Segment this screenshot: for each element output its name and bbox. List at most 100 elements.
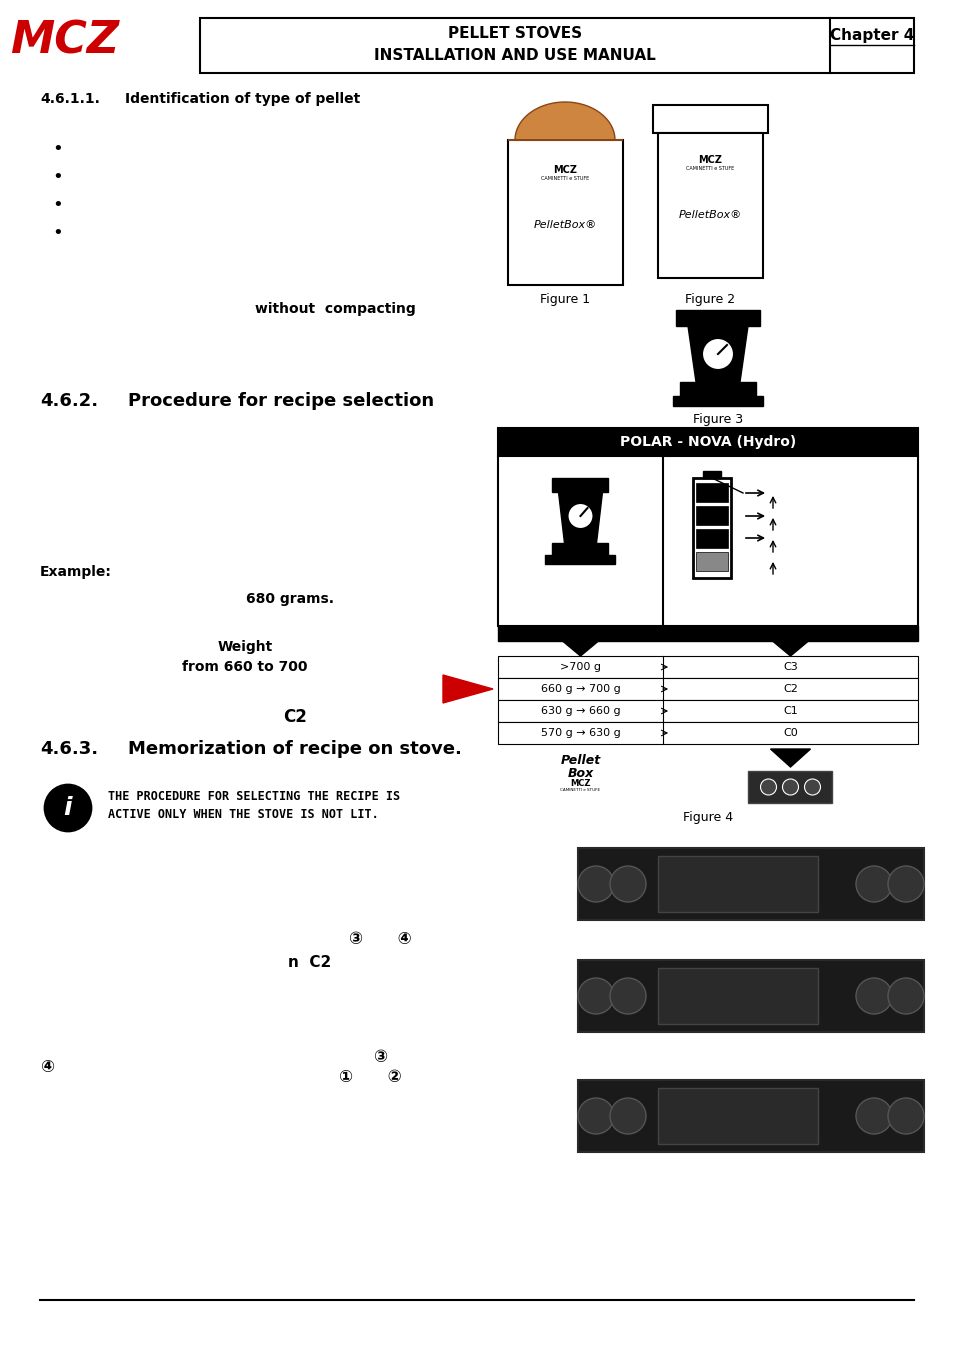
Bar (658, 968, 817, 1025)
Text: ④: ④ (40, 1058, 54, 1076)
Text: C3: C3 (782, 662, 797, 672)
Bar (545, 555, 615, 564)
Polygon shape (558, 491, 602, 543)
Bar (552, 543, 608, 555)
Bar (552, 478, 608, 491)
Text: THE PROCEDURE FOR SELECTING THE RECIPE IS: THE PROCEDURE FOR SELECTING THE RECIPE I… (108, 790, 399, 803)
Bar (672, 396, 762, 406)
Text: 4.6.2.: 4.6.2. (40, 392, 98, 410)
Text: 4.6.1.1.: 4.6.1.1. (40, 92, 100, 107)
Text: MCZ: MCZ (553, 165, 577, 176)
Bar (696, 552, 727, 571)
Bar (497, 722, 917, 744)
Bar (497, 701, 917, 722)
Circle shape (609, 1098, 645, 1134)
Circle shape (855, 977, 891, 1014)
Text: Box: Box (567, 767, 593, 780)
Bar (200, 18, 913, 73)
Bar (652, 105, 767, 134)
Polygon shape (562, 641, 598, 656)
Text: C2: C2 (283, 707, 307, 726)
Text: POLAR - NOVA (Hydro): POLAR - NOVA (Hydro) (619, 435, 796, 450)
Text: Identification of type of pellet: Identification of type of pellet (125, 92, 360, 107)
Circle shape (887, 865, 923, 902)
Text: PelletBox®: PelletBox® (533, 220, 596, 230)
Bar (748, 771, 832, 803)
Circle shape (855, 865, 891, 902)
Circle shape (701, 338, 733, 370)
Circle shape (45, 784, 91, 832)
Text: MCZ: MCZ (698, 155, 721, 165)
Text: n  C2: n C2 (288, 954, 332, 971)
Text: INSTALLATION AND USE MANUAL: INSTALLATION AND USE MANUAL (374, 49, 655, 63)
Text: PelletBox®: PelletBox® (678, 211, 740, 220)
Text: Figure 2: Figure 2 (684, 293, 735, 306)
Text: •: • (52, 196, 63, 215)
Bar (676, 310, 760, 325)
Bar (497, 678, 917, 701)
Text: without  compacting: without compacting (254, 302, 415, 316)
Text: ①      ②: ① ② (338, 1068, 401, 1085)
Circle shape (855, 1098, 891, 1134)
Circle shape (578, 865, 614, 902)
Text: PELLET STOVES: PELLET STOVES (448, 26, 581, 40)
Text: ③: ③ (373, 1048, 387, 1067)
Text: •: • (52, 140, 63, 158)
Text: Weight: Weight (217, 640, 273, 653)
Circle shape (803, 779, 820, 795)
Text: C0: C0 (782, 728, 797, 738)
Circle shape (609, 977, 645, 1014)
Text: Chapter 4: Chapter 4 (829, 28, 913, 43)
Bar (497, 428, 917, 456)
Bar (696, 529, 727, 548)
Bar (578, 960, 923, 1031)
Text: Figure 4: Figure 4 (682, 811, 732, 824)
Bar (679, 382, 755, 396)
Text: 4.6.3.: 4.6.3. (40, 740, 98, 757)
Bar (696, 483, 727, 502)
Text: ACTIVE ONLY WHEN THE STOVE IS NOT LIT.: ACTIVE ONLY WHEN THE STOVE IS NOT LIT. (108, 809, 378, 821)
Circle shape (578, 1098, 614, 1134)
Bar (578, 848, 923, 919)
Text: Procedure for recipe selection: Procedure for recipe selection (128, 392, 434, 410)
Circle shape (567, 504, 593, 529)
Text: Memorization of recipe on stove.: Memorization of recipe on stove. (128, 740, 461, 757)
Circle shape (609, 865, 645, 902)
Polygon shape (687, 325, 747, 382)
Bar (702, 471, 720, 478)
Bar (658, 1088, 817, 1143)
Bar (692, 478, 730, 578)
Text: C2: C2 (782, 684, 797, 694)
Polygon shape (772, 641, 807, 656)
Text: from 660 to 700: from 660 to 700 (182, 660, 308, 674)
Text: MCZ: MCZ (570, 779, 590, 788)
Circle shape (760, 779, 776, 795)
Circle shape (578, 977, 614, 1014)
Text: >700 g: >700 g (559, 662, 600, 672)
Text: 630 g → 660 g: 630 g → 660 g (540, 706, 619, 716)
Text: CAMINETTI e STUFE: CAMINETTI e STUFE (685, 166, 734, 171)
Text: 680 grams.: 680 grams. (246, 593, 334, 606)
Bar (497, 626, 917, 641)
Bar (507, 140, 622, 285)
Text: CAMINETTI e STUFE: CAMINETTI e STUFE (540, 176, 589, 181)
Bar (497, 456, 917, 626)
Text: Example:: Example: (40, 566, 112, 579)
Text: Figure 1: Figure 1 (539, 293, 590, 306)
Circle shape (887, 977, 923, 1014)
Bar (578, 1080, 923, 1152)
Text: Pellet: Pellet (559, 755, 600, 767)
Text: Figure 3: Figure 3 (692, 413, 742, 427)
Polygon shape (442, 675, 493, 703)
Text: MCZ: MCZ (10, 20, 119, 63)
Circle shape (887, 1098, 923, 1134)
Bar (658, 856, 817, 913)
Bar (658, 134, 762, 278)
Circle shape (781, 779, 798, 795)
Polygon shape (770, 749, 810, 767)
Bar (497, 656, 917, 678)
Text: CAMINETTI e STUFE: CAMINETTI e STUFE (559, 788, 600, 792)
Text: •: • (52, 224, 63, 242)
Text: •: • (52, 167, 63, 186)
Text: 570 g → 630 g: 570 g → 630 g (540, 728, 619, 738)
